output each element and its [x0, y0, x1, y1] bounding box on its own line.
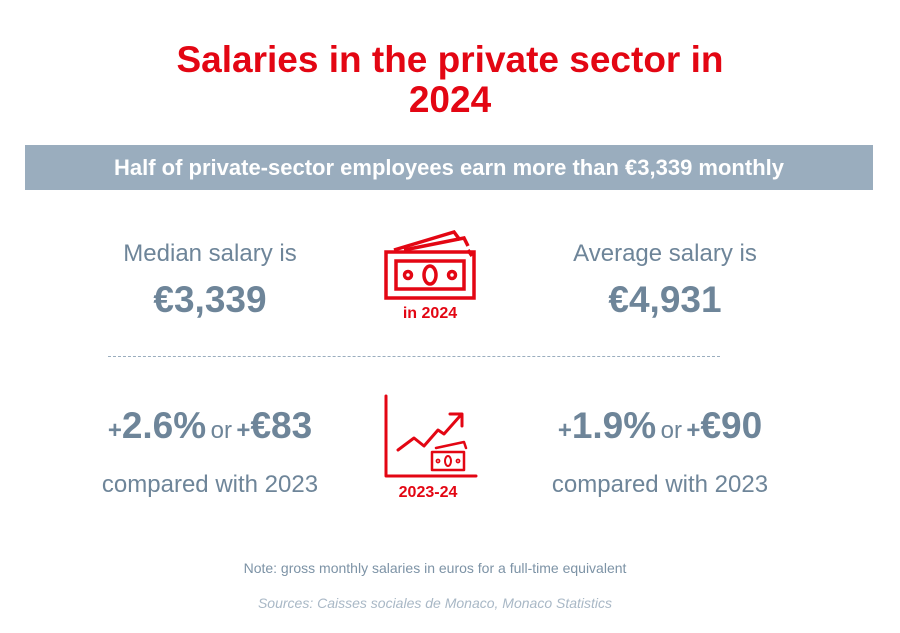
- median-change-figures: +2.6% or +€83: [70, 402, 350, 458]
- average-change-compared: compared with 2023: [551, 471, 769, 498]
- average-change-amount: €90: [700, 405, 763, 446]
- average-change-figures: +1.9% or +€90: [520, 402, 800, 458]
- page-title: Salaries in the private sector in 2024: [0, 40, 900, 120]
- average-change-block: +1.9% or +€90 compared with 2023: [520, 402, 800, 500]
- average-salary-block: Average salary is €4,931: [535, 240, 795, 322]
- title-line-1: Salaries in the private sector in: [176, 39, 724, 80]
- title-line-2: 2024: [408, 79, 492, 120]
- growth-icon-caption: 2023-24: [398, 484, 458, 501]
- headline-banner: Half of private-sector employees earn mo…: [25, 145, 873, 190]
- footnote: Note: gross monthly salaries in euros fo…: [243, 560, 627, 576]
- median-change-pct: 2.6%: [121, 405, 207, 446]
- median-salary-block: Median salary is €3,339: [80, 240, 340, 322]
- average-change-or: or: [660, 417, 682, 444]
- median-salary-label: Median salary is: [123, 240, 297, 267]
- sources-credit: Sources: Caisses sociales de Monaco, Mon…: [257, 595, 613, 611]
- average-change-pct: 1.9%: [571, 405, 657, 446]
- money-icon-caption: in 2024: [402, 305, 458, 322]
- median-change-amount: €83: [250, 405, 313, 446]
- median-change-plus-2: +: [236, 417, 251, 444]
- average-salary-value: €4,931: [608, 279, 722, 320]
- rising-chart-icon: [384, 394, 478, 478]
- average-change-plus: +: [557, 417, 572, 444]
- average-change-plus-2: +: [686, 417, 701, 444]
- median-salary-value: €3,339: [153, 279, 267, 320]
- dashed-divider: [108, 356, 720, 357]
- banknotes-icon: [384, 229, 476, 300]
- average-salary-label: Average salary is: [573, 240, 757, 267]
- median-change-compared: compared with 2023: [101, 471, 319, 498]
- median-change-block: +2.6% or +€83 compared with 2023: [70, 402, 350, 500]
- median-change-or: or: [210, 417, 232, 444]
- median-change-plus: +: [107, 417, 122, 444]
